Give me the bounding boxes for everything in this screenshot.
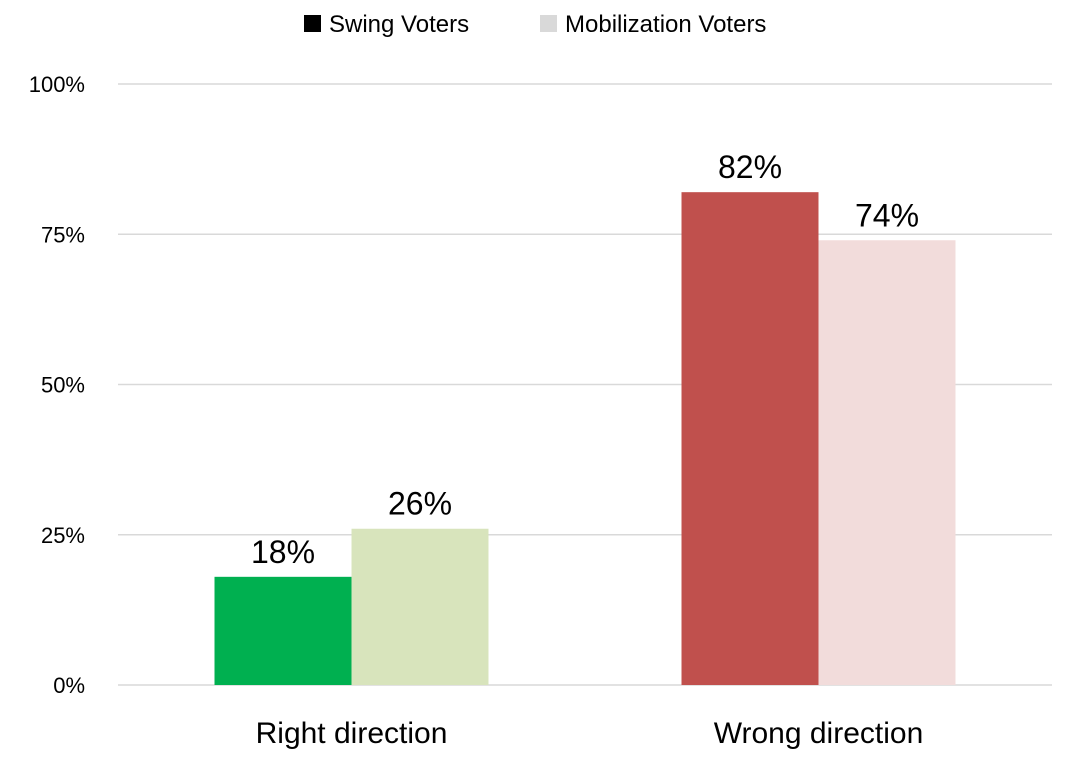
- legend-label: Swing Voters: [329, 11, 469, 38]
- y-tick-label: 50%: [41, 373, 85, 398]
- category-labels: Right direction Wrong direction: [256, 717, 924, 750]
- category-label: Wrong direction: [714, 717, 924, 750]
- legend-swatch: [304, 15, 321, 32]
- bar-swing-wrong: [681, 192, 819, 685]
- legend-label: Mobilization Voters: [565, 11, 766, 38]
- y-tick-label: 25%: [41, 523, 85, 548]
- data-label: 26%: [388, 486, 452, 522]
- data-label: 18%: [251, 534, 315, 570]
- y-axis-ticks: 0% 25% 50% 75% 100%: [29, 72, 85, 698]
- y-tick-label: 75%: [41, 222, 85, 247]
- bar-mobilization-wrong: [818, 240, 956, 685]
- data-label: 82%: [718, 149, 782, 185]
- data-labels: 18% 26% 82% 74%: [251, 149, 919, 570]
- data-label: 74%: [855, 197, 919, 233]
- legend-swatch: [540, 15, 557, 32]
- bars: [214, 192, 956, 685]
- bar-mobilization-right: [351, 528, 489, 685]
- legend: Swing Voters Mobilization Voters: [304, 11, 766, 38]
- bar-swing-right: [214, 576, 352, 685]
- category-label: Right direction: [256, 717, 448, 750]
- y-tick-label: 100%: [29, 72, 85, 97]
- y-tick-label: 0%: [53, 673, 85, 698]
